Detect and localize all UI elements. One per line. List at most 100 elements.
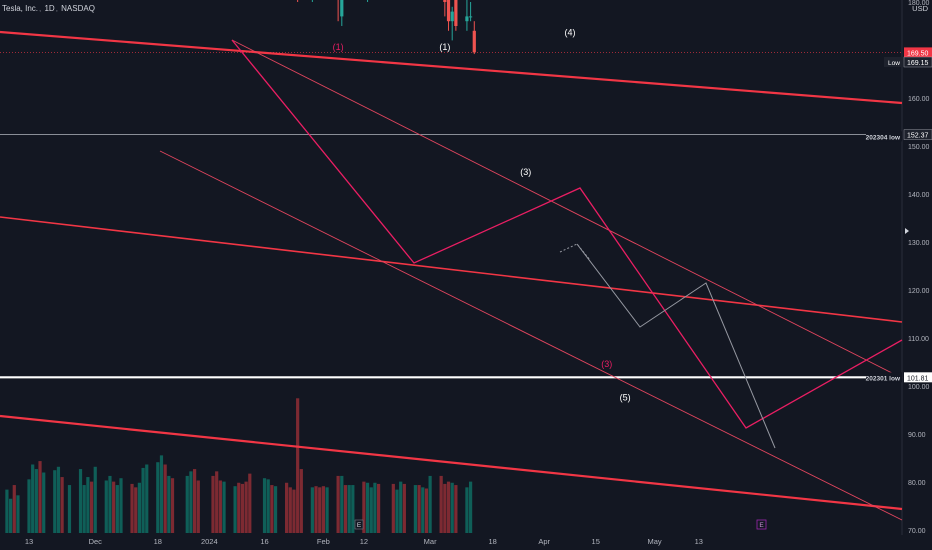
volume-bar: [108, 475, 112, 533]
volume-bar: [318, 487, 322, 533]
volume-bar: [395, 489, 399, 533]
volume-bar: [417, 485, 421, 533]
price-tag: [903, 56, 932, 68]
volume-bar: [42, 472, 46, 533]
candle-body: [469, 16, 473, 18]
volume-bar: [240, 483, 245, 533]
price-tick-label: 80.00: [908, 480, 926, 487]
volume-bar: [336, 475, 340, 533]
volume-bar: [288, 487, 292, 533]
volume-bar: [170, 478, 175, 533]
volume-bar: [413, 485, 417, 533]
exchange-label: NASDAQ: [61, 4, 95, 13]
price-tag-value: 169.50: [907, 50, 929, 57]
price-tag: [903, 129, 932, 140]
volume-bar: [446, 481, 451, 533]
earnings-marker[interactable]: [756, 519, 767, 530]
volume-bar: [78, 469, 83, 533]
middle-channel-line: [0, 216, 903, 323]
candle-body: [340, 0, 344, 17]
thin-upper-trend-line: [231, 39, 903, 379]
level-label: 202301 low: [866, 375, 901, 382]
level-label: 202304 low: [866, 134, 901, 141]
volume-bar: [86, 477, 90, 533]
volume-bar: [377, 483, 381, 533]
price-tick-label: 90.00: [908, 432, 926, 439]
price-tag-value: 152.37: [907, 133, 929, 140]
volume-bar: [137, 482, 141, 533]
earnings-marker-label: E: [357, 522, 362, 529]
thin-lower-trend-line: [159, 150, 903, 521]
volume-bar: [443, 483, 447, 533]
volume-bar: [56, 466, 61, 533]
volume-bar: [469, 481, 473, 533]
price-tick-label: 160.00: [908, 96, 930, 103]
volume-bar: [373, 482, 377, 533]
wave-label: (3): [601, 359, 612, 369]
earnings-marker[interactable]: [354, 519, 364, 530]
volume-bar: [134, 487, 138, 533]
volume-bar: [273, 486, 278, 533]
volume-bar: [310, 487, 314, 533]
volume-bars: [5, 398, 473, 533]
volume-bar: [12, 485, 16, 533]
volume-bar: [299, 469, 303, 533]
volume-bar: [93, 466, 97, 533]
price-tick-label: 100.00: [908, 384, 930, 391]
symbol-header[interactable]: Tesla, Inc., 1D, NASDAQ: [2, 4, 95, 13]
currency-label: USD: [912, 4, 928, 13]
volume-bar: [82, 485, 86, 533]
volume-bar: [193, 469, 197, 533]
volume-bar: [421, 487, 425, 533]
volume-bar: [321, 486, 325, 533]
price-tag-value: 169.15: [907, 60, 929, 67]
volume-bar: [369, 487, 373, 533]
volume-bar: [67, 485, 72, 533]
volume-bar: [244, 481, 248, 533]
volume-bar: [424, 488, 429, 533]
volume-bar: [112, 481, 116, 533]
time-tick-label: 12: [360, 537, 368, 546]
volume-bar: [428, 475, 432, 533]
volume-bar: [262, 478, 267, 533]
volume-bar: [167, 475, 171, 533]
time-tick-label: 13: [695, 537, 703, 546]
volume-bar: [270, 485, 274, 533]
time-axis[interactable]: 13 Dec 18 2024 16 Feb 12 Mar 18 Apr 15 May 13: [25, 537, 703, 546]
price-tag-value: 101.81: [907, 375, 929, 382]
time-tick-label: 18: [489, 537, 497, 546]
price-tag-label-bg: [884, 57, 904, 67]
volume-bar: [145, 464, 149, 533]
price-tick-label: 180.00: [908, 0, 930, 7]
volume-bar: [248, 473, 252, 533]
level-label-bg: [866, 372, 902, 383]
volume-bar: [292, 489, 296, 533]
volume-bar: [237, 482, 241, 533]
time-tick-label: Apr: [538, 537, 550, 546]
level-label-bg: [866, 131, 902, 142]
volume-bar: [222, 481, 226, 533]
upper-channel-line: [0, 30, 903, 105]
symbol-name: Tesla, Inc.: [2, 4, 39, 13]
volume-bar: [347, 485, 351, 533]
volume-bar: [266, 479, 270, 533]
wave-label: (5): [620, 392, 631, 402]
price-tick-label: 120.00: [908, 288, 930, 295]
volume-bar: [218, 480, 222, 533]
wave-label: (1): [439, 42, 450, 52]
volume-bar: [189, 471, 193, 533]
price-tag-label: Low: [888, 60, 900, 67]
price-tag: [904, 372, 932, 383]
volume-bar: [340, 475, 344, 533]
price-axis[interactable]: 70.00 80.00 90.00 100.00 110.00 120.00 130.00 1…: [863, 0, 932, 535]
volume-bar: [5, 489, 9, 533]
wave-path-dotted: [559, 243, 591, 261]
price-tick-label: 150.00: [908, 144, 930, 151]
wave-label: (3): [520, 167, 531, 177]
volume-bar: [196, 480, 200, 533]
volume-bar: [211, 475, 215, 533]
lower-channel-line: [0, 414, 903, 511]
candle-body: [450, 11, 454, 22]
